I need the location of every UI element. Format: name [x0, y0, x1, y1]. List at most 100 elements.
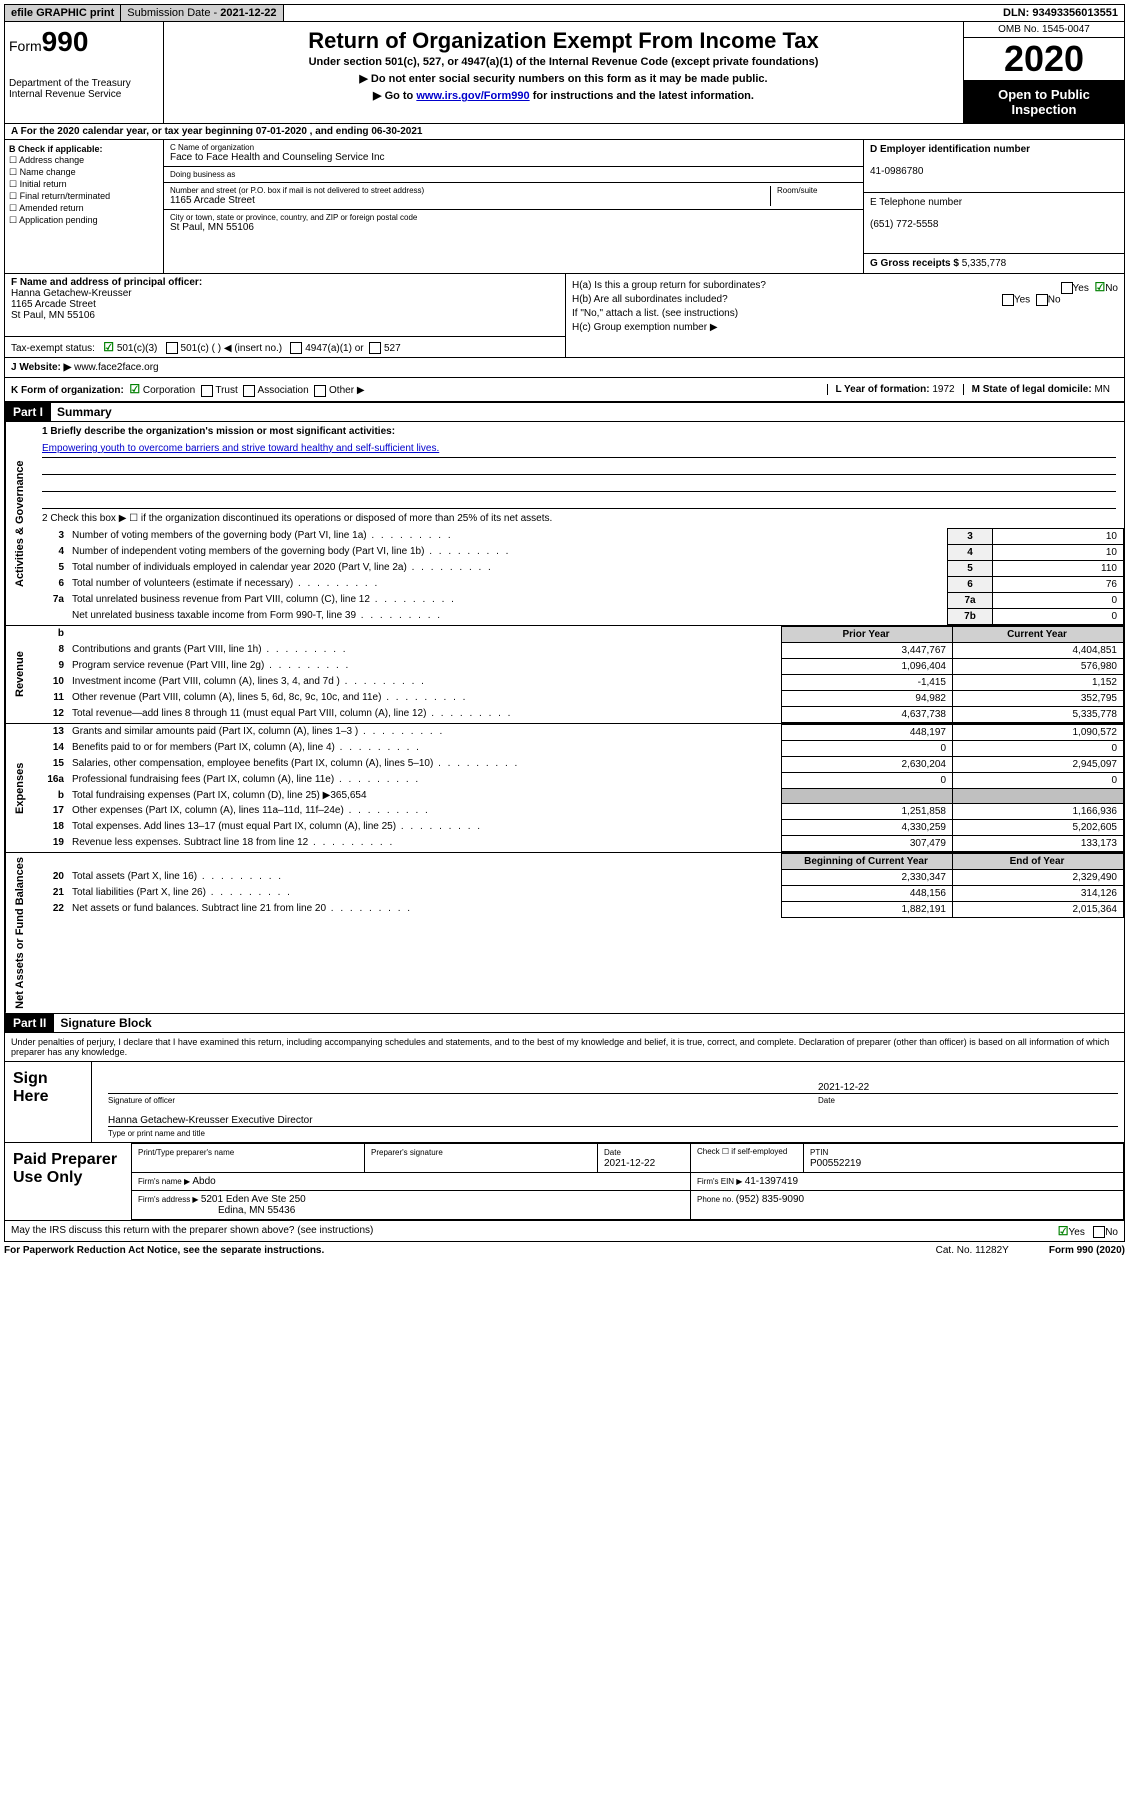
part1-title: Summary	[51, 403, 118, 421]
table-row: 11Other revenue (Part VIII, column (A), …	[34, 690, 1124, 706]
governance-section: Activities & Governance 1 Briefly descri…	[4, 422, 1125, 626]
room-label: Room/suite	[771, 186, 857, 206]
revenue-side-label: Revenue	[5, 626, 34, 723]
part1-header-row: Part I Summary	[4, 402, 1125, 422]
netassets-side-label: Net Assets or Fund Balances	[5, 853, 34, 1013]
sig-date-label: Date	[818, 1096, 1118, 1105]
expenses-section: Expenses 13Grants and similar amounts pa…	[4, 724, 1125, 853]
chk-final-return[interactable]: ☐ Final return/terminated	[9, 191, 159, 202]
discuss-yes-check-icon: ☑	[1058, 1224, 1069, 1238]
row-k-label: K Form of organization:	[11, 385, 124, 396]
dba-block: Doing business as	[164, 167, 863, 183]
expenses-table: 13Grants and similar amounts paid (Part …	[34, 724, 1124, 852]
sign-here-row: Sign Here 2021-12-22 Signature of office…	[5, 1061, 1124, 1142]
street-row: Number and street (or P.O. box if mail i…	[164, 183, 863, 210]
prep-ptin-cell: PTINP00552219	[804, 1143, 1124, 1172]
chk-amended-return[interactable]: ☐ Amended return	[9, 203, 159, 214]
chk-501c[interactable]	[166, 342, 178, 354]
chk-name-change[interactable]: ☐ Name change	[9, 167, 159, 178]
governance-side-label: Activities & Governance	[5, 422, 34, 625]
ein-block: D Employer identification number 41-0986…	[864, 140, 1124, 193]
hb-no[interactable]	[1036, 294, 1048, 306]
hb-line: H(b) Are all subordinates included? Yes …	[572, 294, 1118, 305]
form-subtitle: Under section 501(c), 527, or 4947(a)(1)…	[172, 56, 955, 68]
form-header: Form990 Department of the Treasury Inter…	[4, 22, 1125, 124]
chk-initial-return[interactable]: ☐ Initial return	[9, 179, 159, 190]
principal-officer: F Name and address of principal officer:…	[5, 274, 565, 337]
table-row: 16aProfessional fundraising fees (Part I…	[34, 772, 1124, 788]
phone-label: E Telephone number	[870, 197, 962, 208]
sign-here-content: 2021-12-22 Signature of officer Date Han…	[92, 1062, 1124, 1142]
hb-yes[interactable]	[1002, 294, 1014, 306]
gross-receipts: G Gross receipts $ 5,335,778	[864, 254, 1124, 273]
mission-link[interactable]: Empowering youth to overcome barriers an…	[42, 443, 439, 454]
firm-name-cell: Firm's name ▶ Abdo	[132, 1172, 691, 1190]
phone-block: E Telephone number (651) 772-5558	[864, 193, 1124, 254]
mission-text: Empowering youth to overcome barriers an…	[42, 441, 1116, 458]
governance-table: 3Number of voting members of the governi…	[34, 528, 1124, 625]
netassets-content: Beginning of Current YearEnd of Year20To…	[34, 853, 1124, 1013]
org-name: Face to Face Health and Counseling Servi…	[170, 152, 857, 163]
paid-preparer-label: Paid Preparer Use Only	[5, 1143, 131, 1220]
hb-note: If "No," attach a list. (see instruction…	[572, 308, 1118, 319]
table-header-row: Beginning of Current YearEnd of Year	[34, 853, 1124, 869]
irs-link[interactable]: www.irs.gov/Form990	[416, 90, 529, 102]
prep-sig-cell: Preparer's signature	[365, 1143, 598, 1172]
street-value: 1165 Arcade Street	[170, 195, 764, 206]
part2-header-row: Part II Signature Block	[4, 1014, 1125, 1033]
firm-phone-cell: Phone no. (952) 835-9090	[691, 1190, 1124, 1219]
chk-application-pending[interactable]: ☐ Application pending	[9, 215, 159, 226]
prep-date-cell: Date2021-12-22	[598, 1143, 691, 1172]
efile-button[interactable]: efile GRAPHIC print	[5, 5, 121, 21]
gross-value: 5,335,778	[962, 258, 1007, 269]
chk-trust[interactable]	[201, 385, 213, 397]
prep-row-2: Firm's name ▶ Abdo Firm's EIN ▶ 41-13974…	[132, 1172, 1124, 1190]
revenue-table: bPrior YearCurrent Year8Contributions an…	[34, 626, 1124, 723]
sig-officer-label: Signature of officer	[108, 1096, 818, 1105]
hc-line: H(c) Group exemption number ▶	[572, 322, 1118, 333]
table-row: 7aTotal unrelated business revenue from …	[34, 592, 1124, 608]
city-label: City or town, state or province, country…	[170, 213, 857, 222]
ein-value: 41-0986780	[870, 166, 923, 177]
chk-assoc[interactable]	[243, 385, 255, 397]
table-row: 10Investment income (Part VIII, column (…	[34, 674, 1124, 690]
table-row: 17Other expenses (Part IX, column (A), l…	[34, 803, 1124, 819]
city-value: St Paul, MN 55106	[170, 222, 857, 233]
chk-4947[interactable]	[290, 342, 302, 354]
chk-address-change[interactable]: ☐ Address change	[9, 155, 159, 166]
officer-typed-name: Hanna Getachew-Kreusser Executive Direct…	[108, 1115, 1118, 1126]
preparer-table: Print/Type preparer's name Preparer's si…	[131, 1143, 1124, 1220]
expenses-side-label: Expenses	[5, 724, 34, 852]
org-name-label: C Name of organization	[170, 143, 857, 152]
firm-ein-cell: Firm's EIN ▶ 41-1397419	[691, 1172, 1124, 1190]
col-b-checkboxes: B Check if applicable: ☐ Address change …	[5, 140, 164, 273]
col-b-heading: B Check if applicable:	[9, 144, 103, 154]
officer-name: Hanna Getachew-Kreusser	[11, 288, 132, 299]
dln: DLN: 93493356013551	[997, 5, 1124, 21]
row-a-tax-year: A For the 2020 calendar year, or tax yea…	[4, 124, 1125, 140]
table-row: 14Benefits paid to or for members (Part …	[34, 740, 1124, 756]
tax-exempt-label: Tax-exempt status:	[11, 343, 95, 354]
department-label: Department of the Treasury Internal Reve…	[9, 78, 159, 100]
revenue-section: Revenue bPrior YearCurrent Year8Contribu…	[4, 626, 1125, 724]
col-c-org-info: C Name of organization Face to Face Heal…	[164, 140, 863, 273]
prep-name-cell: Print/Type preparer's name	[132, 1143, 365, 1172]
signature-block: Under penalties of perjury, I declare th…	[4, 1033, 1125, 1221]
form-990-label: Form990	[9, 26, 159, 58]
table-row: 15Salaries, other compensation, employee…	[34, 756, 1124, 772]
chk-527[interactable]	[369, 342, 381, 354]
gross-label: G Gross receipts $	[870, 258, 962, 269]
footer-row: For Paperwork Reduction Act Notice, see …	[4, 1242, 1125, 1259]
header-mid: Return of Organization Exempt From Incom…	[164, 22, 963, 123]
header-right: OMB No. 1545-0047 2020 Open to Public In…	[963, 22, 1124, 123]
netassets-section: Net Assets or Fund Balances Beginning of…	[4, 853, 1125, 1014]
col-d-ein-phone: D Employer identification number 41-0986…	[863, 140, 1124, 273]
line1-label: 1 Briefly describe the organization's mi…	[42, 426, 395, 437]
table-row: 4Number of independent voting members of…	[34, 544, 1124, 560]
form-id: Form 990 (2020)	[1049, 1245, 1125, 1256]
discuss-no[interactable]	[1093, 1226, 1105, 1238]
chk-other[interactable]	[314, 385, 326, 397]
ha-yes[interactable]	[1061, 282, 1073, 294]
officer-addr1: 1165 Arcade Street	[11, 299, 96, 310]
revenue-content: bPrior YearCurrent Year8Contributions an…	[34, 626, 1124, 723]
